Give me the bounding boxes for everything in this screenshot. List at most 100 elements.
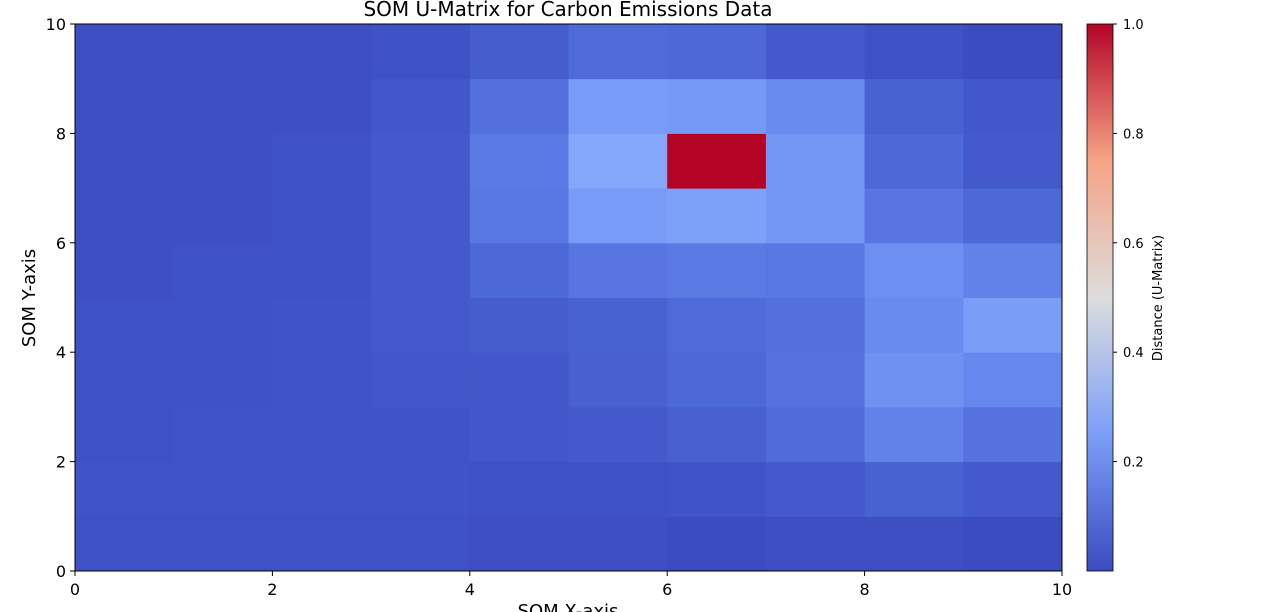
heatmap-cell bbox=[173, 406, 273, 463]
y-axis-ticks: 0 2 4 6 8 10 bbox=[46, 15, 75, 581]
heatmap-cell bbox=[864, 516, 964, 572]
heatmap-cell bbox=[963, 461, 1063, 517]
heatmap-cell bbox=[667, 297, 767, 353]
heatmap-cell bbox=[272, 188, 372, 244]
chart-title: SOM U-Matrix for Carbon Emissions Data bbox=[363, 0, 772, 21]
heatmap-cell bbox=[272, 297, 372, 353]
heatmap-cell bbox=[963, 188, 1063, 244]
heatmap-cell bbox=[963, 78, 1063, 134]
heatmap-cell bbox=[568, 78, 668, 134]
heatmap-cell bbox=[173, 24, 273, 80]
x-tick-label: 4 bbox=[465, 580, 475, 599]
plot-frame bbox=[74, 23, 1063, 572]
heatmap-cell bbox=[173, 188, 273, 244]
heatmap-cell bbox=[667, 352, 767, 408]
heatmap-cell bbox=[667, 461, 767, 517]
heatmap-cell bbox=[667, 24, 767, 80]
heatmap-cell bbox=[469, 78, 569, 134]
colorbar-tick-label: 0.6 bbox=[1123, 237, 1144, 252]
heatmap-cell bbox=[371, 188, 471, 244]
heatmap-cell bbox=[568, 133, 668, 189]
heatmap-cell bbox=[568, 242, 668, 298]
x-tick-label: 6 bbox=[662, 580, 672, 599]
heatmap-cell bbox=[469, 516, 569, 572]
x-tick-label: 0 bbox=[70, 580, 80, 599]
heatmap-cell bbox=[568, 516, 668, 572]
heatmap-cell bbox=[272, 516, 372, 572]
heatmap-cell bbox=[75, 242, 175, 298]
heatmap-cell bbox=[568, 461, 668, 517]
heatmap-cell bbox=[864, 78, 964, 134]
y-axis-label: SOM Y-axis bbox=[19, 249, 40, 347]
heatmap-cell bbox=[75, 406, 175, 463]
heatmap-cell bbox=[173, 133, 273, 189]
heatmap-cell bbox=[963, 242, 1063, 298]
heatmap-cell bbox=[75, 516, 175, 572]
heatmap-cell bbox=[963, 297, 1063, 353]
x-axis-ticks: 0 2 4 6 8 10 bbox=[70, 571, 1072, 599]
colorbar-ticks: 0.2 0.4 0.6 0.8 1.0 bbox=[1113, 18, 1144, 471]
heatmap-cell bbox=[173, 461, 273, 517]
heatmap-cell bbox=[864, 188, 964, 244]
heatmap-cell bbox=[864, 24, 964, 80]
y-tick-label: 8 bbox=[56, 124, 66, 143]
heatmap-cell bbox=[765, 352, 866, 408]
heatmap-cell bbox=[371, 24, 471, 80]
heatmap-cell bbox=[864, 461, 964, 517]
heatmap-cell bbox=[765, 406, 866, 463]
heatmap-cell bbox=[963, 133, 1063, 189]
heatmap-cell bbox=[469, 188, 569, 244]
y-tick-label: 6 bbox=[56, 234, 66, 253]
x-tick-label: 2 bbox=[267, 580, 277, 599]
heatmap-cell bbox=[371, 352, 471, 408]
heatmap-cell bbox=[173, 297, 273, 353]
colorbar-tick-label: 0.4 bbox=[1123, 346, 1144, 361]
heatmap-cell bbox=[272, 133, 372, 189]
heatmap-cell bbox=[173, 352, 273, 408]
heatmap-cell bbox=[371, 516, 471, 572]
heatmap-cell bbox=[75, 78, 175, 134]
heatmap-cell bbox=[371, 78, 471, 134]
heatmap-cell bbox=[765, 297, 866, 353]
heatmap-cell bbox=[371, 133, 471, 189]
heatmap-cell bbox=[864, 297, 964, 353]
y-tick-label: 2 bbox=[56, 453, 66, 472]
heatmap-cell bbox=[272, 352, 372, 408]
heatmap-cell bbox=[765, 461, 866, 517]
heatmap-cell bbox=[568, 352, 668, 408]
colorbar-tick-label: 0.8 bbox=[1123, 127, 1144, 142]
heatmap-cell bbox=[469, 406, 569, 463]
colorbar-label: Distance (U-Matrix) bbox=[1151, 235, 1166, 361]
heatmap-cell bbox=[667, 516, 767, 572]
y-tick-label: 10 bbox=[46, 15, 66, 34]
heatmap-cell bbox=[864, 242, 964, 298]
heatmap-cell bbox=[173, 78, 273, 134]
heatmap-cell bbox=[469, 352, 569, 408]
heatmap-cell bbox=[272, 406, 372, 463]
heatmap-cell bbox=[963, 352, 1063, 408]
heatmap-cell bbox=[765, 242, 866, 298]
heatmap-cell bbox=[371, 406, 471, 463]
heatmap-cell bbox=[864, 352, 964, 408]
heatmap-cell bbox=[765, 516, 866, 572]
heatmap-cell bbox=[963, 516, 1063, 572]
heatmap-cell bbox=[765, 24, 866, 80]
heatmap-cell bbox=[568, 406, 668, 463]
heatmap-cells bbox=[75, 24, 1063, 572]
heatmap-cell bbox=[963, 406, 1063, 463]
heatmap-cell bbox=[75, 297, 175, 353]
x-axis-label: SOM X-axis bbox=[518, 601, 619, 612]
heatmap-cell bbox=[963, 24, 1063, 80]
heatmap-cell bbox=[272, 242, 372, 298]
heatmap-cell bbox=[469, 242, 569, 298]
heatmap-cell bbox=[272, 461, 372, 517]
heatmap-cell bbox=[469, 461, 569, 517]
y-tick-label: 4 bbox=[56, 343, 66, 362]
heatmap-cell bbox=[864, 406, 964, 463]
heatmap-cell bbox=[371, 461, 471, 517]
heatmap-cell bbox=[667, 188, 767, 244]
x-tick-label: 10 bbox=[1052, 580, 1072, 599]
colorbar-tick-label: 0.2 bbox=[1123, 456, 1144, 471]
heatmap-cell bbox=[469, 24, 569, 80]
